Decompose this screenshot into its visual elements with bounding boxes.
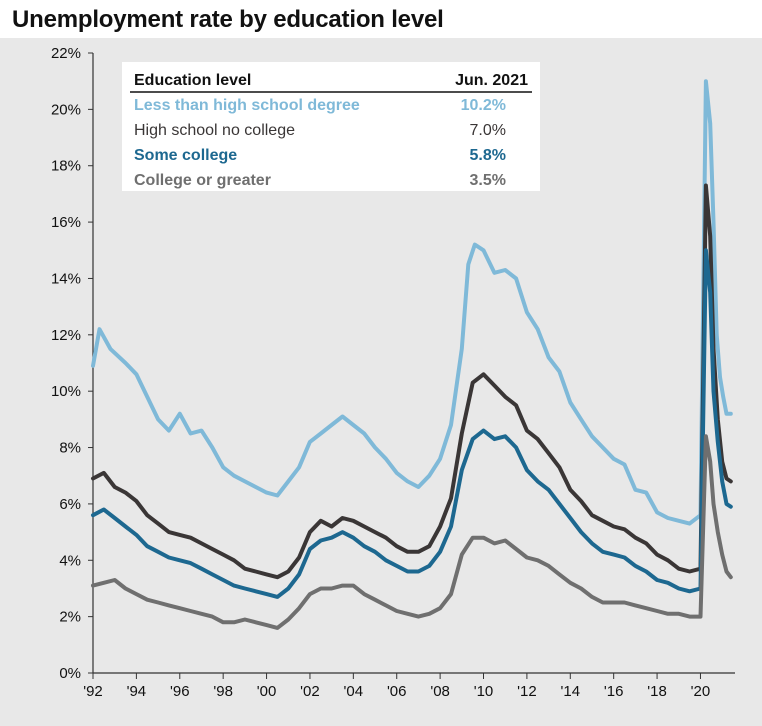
x-tick-label: '94 bbox=[127, 683, 147, 700]
x-tick-label: '10 bbox=[474, 683, 494, 700]
y-tick-label: 10% bbox=[51, 383, 81, 400]
series-line-college-or-greater bbox=[91, 434, 733, 630]
x-tick-label: '06 bbox=[387, 683, 407, 700]
y-tick-label: 8% bbox=[59, 440, 81, 457]
legend-rows: Less than high school degree 10.2% High sc… bbox=[134, 97, 506, 189]
legend-box bbox=[122, 62, 540, 191]
legend-row-value: 5.8% bbox=[470, 147, 506, 164]
series-layer bbox=[91, 79, 733, 630]
x-tick-label: '08 bbox=[430, 683, 450, 700]
legend-row-label: Less than high school degree bbox=[134, 97, 360, 114]
x-tick-label: '20 bbox=[691, 683, 711, 700]
legend-header-value: Jun. 2021 bbox=[455, 72, 528, 89]
legend-row-value: 7.0% bbox=[470, 122, 506, 139]
y-tick-label: 6% bbox=[59, 496, 81, 513]
y-axis: 0% 2% 4% 6% 8% 10% 12% 14% 16% 18% 20% 22% bbox=[51, 45, 93, 682]
x-tick-label: '14 bbox=[561, 683, 581, 700]
legend-table: Education level Jun. 2021 Less than high… bbox=[122, 62, 540, 191]
x-axis: '92 '94 '96 '98 '00 '02 '04 '06 '08 '10 '12 '14 '16 '… bbox=[83, 673, 710, 700]
y-tick-label: 16% bbox=[51, 214, 81, 231]
x-tick-label: '98 bbox=[213, 683, 233, 700]
legend-row-value: 10.2% bbox=[461, 97, 506, 114]
x-tick-label: '92 bbox=[83, 683, 103, 700]
series-line-high-school-no-college bbox=[91, 183, 733, 580]
y-tick-label: 22% bbox=[51, 45, 81, 62]
y-tick-label: 14% bbox=[51, 270, 81, 287]
x-tick-label: '02 bbox=[300, 683, 320, 700]
legend-row-label: Some college bbox=[134, 147, 237, 164]
legend-header-label: Education level bbox=[134, 72, 251, 89]
x-tick-label: '16 bbox=[604, 683, 624, 700]
y-tick-label: 4% bbox=[59, 552, 81, 569]
y-tick-label: 20% bbox=[51, 101, 81, 118]
chart-title: Unemployment rate by education level bbox=[12, 6, 444, 33]
y-tick-label: 12% bbox=[51, 327, 81, 344]
x-tick-label: '04 bbox=[344, 683, 364, 700]
series-line-less-than-high-school bbox=[91, 79, 733, 526]
x-tick-label: '18 bbox=[647, 683, 667, 700]
x-tick-label: '96 bbox=[170, 683, 190, 700]
y-tick-label: 18% bbox=[51, 158, 81, 175]
legend-row-label: College or greater bbox=[134, 172, 271, 189]
legend-row-label: High school no college bbox=[134, 122, 295, 139]
x-tick-label: '00 bbox=[257, 683, 277, 700]
y-tick-label: 2% bbox=[59, 609, 81, 626]
legend-row-value: 3.5% bbox=[470, 172, 506, 189]
y-tick-label: 0% bbox=[59, 665, 81, 682]
series-line-some-college bbox=[91, 248, 733, 599]
x-tick-label: '12 bbox=[517, 683, 537, 700]
